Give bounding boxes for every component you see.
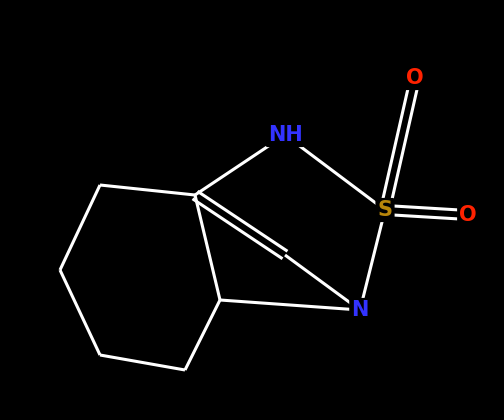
Text: N: N (351, 300, 369, 320)
Text: O: O (406, 68, 424, 88)
Text: O: O (459, 205, 477, 225)
Text: S: S (377, 200, 393, 220)
Text: O: O (459, 205, 477, 225)
Text: S: S (377, 200, 393, 220)
Text: NH: NH (268, 125, 302, 145)
Text: NH: NH (268, 125, 302, 145)
Text: N: N (351, 300, 369, 320)
Text: O: O (406, 68, 424, 88)
